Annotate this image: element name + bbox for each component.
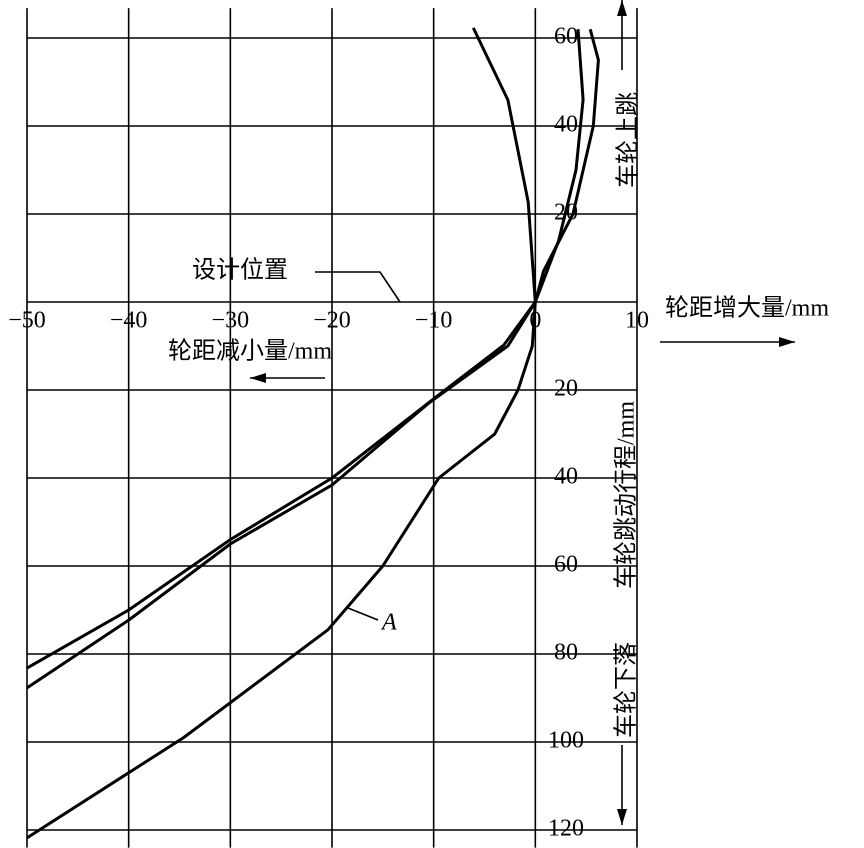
x-tick-label: 10 bbox=[625, 308, 649, 334]
series-label: A bbox=[380, 610, 397, 636]
y-tick-label: 100 bbox=[548, 728, 584, 754]
curve bbox=[26, 29, 585, 670]
grid bbox=[26, 8, 638, 848]
leader-line bbox=[347, 607, 379, 621]
x-tick-label: −50 bbox=[8, 308, 46, 334]
y-tick-label: 80 bbox=[554, 640, 578, 666]
y-tick-label: 40 bbox=[554, 112, 578, 138]
annotation: 设计位置 bbox=[192, 257, 288, 284]
x-axis-label-positive: 轮距增大量/mm bbox=[665, 295, 829, 322]
arrowhead bbox=[617, 0, 627, 16]
y-tick-label: 40 bbox=[554, 464, 578, 490]
y-tick-label: 20 bbox=[554, 200, 578, 226]
curve bbox=[26, 27, 537, 840]
x-axis-label-negative: 轮距减小量/mm bbox=[168, 338, 332, 365]
leader-line bbox=[315, 271, 401, 303]
x-tick-label: 0 bbox=[529, 308, 541, 334]
x-tick-label: −40 bbox=[110, 308, 148, 334]
x-tick-label: −20 bbox=[313, 308, 351, 334]
y-label-down: 车轮下落 bbox=[613, 642, 640, 738]
curves bbox=[26, 27, 600, 840]
arrowhead bbox=[617, 809, 627, 825]
y-label-up: 车轮上跳 bbox=[615, 92, 642, 188]
y-axis-label: 车轮跳动行程/mm bbox=[613, 401, 640, 589]
y-tick-label: 20 bbox=[554, 376, 578, 402]
curve bbox=[26, 28, 600, 690]
x-tick-label: −10 bbox=[415, 308, 453, 334]
y-tick-label: 120 bbox=[548, 816, 584, 842]
y-tick-label: 60 bbox=[554, 24, 578, 50]
x-tick-label: −30 bbox=[212, 308, 250, 334]
y-tick-label: 60 bbox=[554, 552, 578, 578]
arrowhead bbox=[250, 373, 266, 383]
arrowhead bbox=[779, 337, 795, 347]
